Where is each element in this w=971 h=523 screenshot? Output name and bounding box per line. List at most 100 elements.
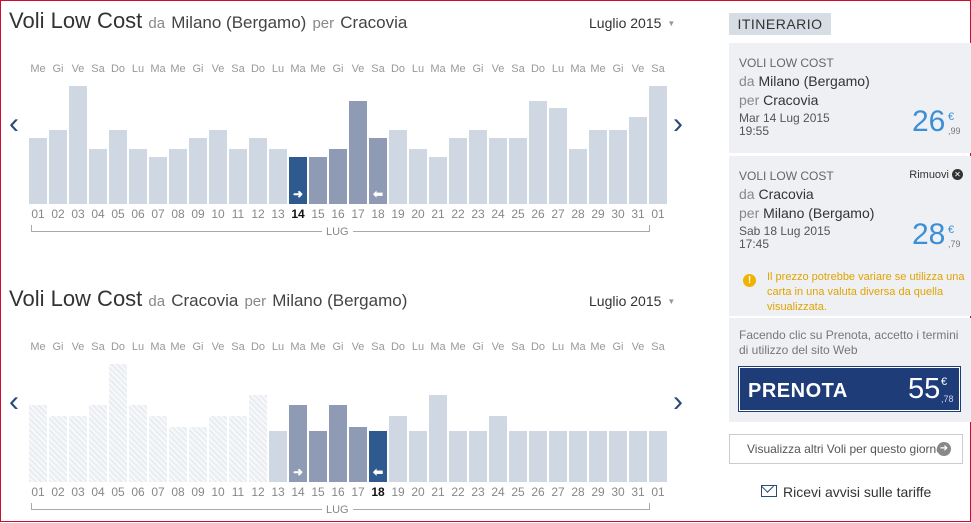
price-bar[interactable] — [469, 431, 487, 482]
price-bar[interactable] — [69, 416, 87, 482]
price-bar[interactable] — [589, 130, 607, 204]
price-bar[interactable] — [609, 130, 627, 204]
price-bar[interactable] — [349, 427, 367, 482]
price-bar[interactable] — [629, 431, 647, 482]
inbound-month-label: LUG — [322, 504, 353, 516]
price-bar[interactable] — [329, 149, 347, 204]
price-bar[interactable] — [249, 138, 267, 204]
price-bar[interactable] — [409, 149, 427, 204]
price-bar[interactable] — [89, 405, 107, 482]
price-bar[interactable] — [29, 138, 47, 204]
inbound-from: Cracovia — [171, 291, 239, 310]
price-bar[interactable] — [629, 117, 647, 204]
price-bar[interactable] — [149, 416, 167, 482]
price-bar[interactable] — [69, 86, 87, 204]
more-flights-button[interactable]: Visualizza altri Voli per questo giorno … — [729, 434, 963, 464]
price-bar[interactable] — [269, 431, 287, 482]
price-bar[interactable] — [529, 431, 547, 482]
price-bar[interactable] — [309, 157, 327, 204]
next-arrow-icon[interactable]: › — [673, 107, 683, 140]
day-label: Do — [530, 63, 546, 75]
day-label: Gi — [192, 341, 204, 353]
date-label: 26 — [531, 207, 545, 221]
price-bar[interactable] — [129, 149, 147, 204]
price-bar[interactable] — [589, 431, 607, 482]
price-bar[interactable] — [449, 431, 467, 482]
price-bar[interactable] — [569, 431, 587, 482]
outbound-month-select[interactable]: Luglio 2015 ▼ — [589, 15, 675, 31]
book-button[interactable]: PRENOTA 55 € ,78 — [738, 366, 961, 412]
day-label: Ma — [430, 341, 446, 353]
prev-arrow-icon[interactable]: ‹ — [9, 107, 19, 140]
price-bar[interactable] — [209, 130, 227, 204]
date-label: 03 — [71, 485, 85, 499]
prev-arrow-icon[interactable]: ‹ — [9, 385, 19, 418]
price-bar[interactable] — [269, 149, 287, 204]
price-bar[interactable] — [229, 416, 247, 482]
day-label: Sa — [371, 63, 385, 75]
price-bar[interactable] — [229, 149, 247, 204]
price-bar[interactable] — [609, 431, 627, 482]
price-bar[interactable]: ⬅ — [369, 138, 387, 204]
price-bar[interactable] — [649, 431, 667, 482]
day-label: Me — [30, 63, 46, 75]
day-label: Ma — [570, 63, 586, 75]
price-bar[interactable] — [169, 427, 187, 482]
price-bar[interactable] — [529, 101, 547, 204]
next-arrow-icon[interactable]: › — [673, 385, 683, 418]
price-bar[interactable] — [489, 416, 507, 482]
date-label: 25 — [511, 207, 525, 221]
price-bar[interactable] — [109, 364, 127, 482]
price-bar[interactable] — [489, 138, 507, 204]
price-bar[interactable] — [429, 395, 447, 482]
day-label: Me — [310, 63, 326, 75]
price-bar[interactable]: ➜ — [289, 405, 307, 482]
price-bar[interactable] — [309, 431, 327, 482]
price-bar[interactable] — [449, 138, 467, 204]
price-bar[interactable] — [509, 138, 527, 204]
close-icon: ✕ — [952, 169, 963, 180]
day-label: Do — [390, 341, 406, 353]
price-bar[interactable] — [49, 416, 67, 482]
fare-alerts-link[interactable]: Ricevi avvisi sulle tariffe — [761, 484, 931, 500]
inbound-month-select[interactable]: Luglio 2015 ▼ — [589, 293, 675, 309]
price-bar[interactable]: ⬅ ⬅ — [369, 431, 387, 482]
arrow-right-icon: ➜ — [937, 442, 951, 456]
chevron-down-icon: ▼ — [667, 297, 676, 306]
outbound-month-label: LUG — [322, 226, 353, 238]
price-bar[interactable] — [129, 405, 147, 482]
price-bar[interactable] — [189, 427, 207, 482]
price-bar[interactable] — [329, 405, 347, 482]
fare-alerts-label: Ricevi avvisi sulle tariffe — [783, 484, 932, 500]
price-bar[interactable] — [89, 149, 107, 204]
price-bar[interactable] — [249, 395, 267, 482]
price-bar[interactable] — [389, 130, 407, 204]
remove-button[interactable]: Rimuovi ✕ — [909, 169, 963, 181]
price-bar[interactable] — [349, 101, 367, 204]
day-label: Sa — [511, 341, 525, 353]
price-bar[interactable] — [189, 138, 207, 204]
price-bar[interactable] — [649, 86, 667, 204]
chevron-down-icon: ▼ — [667, 19, 676, 28]
price-bar[interactable] — [169, 149, 187, 204]
price-bar[interactable] — [389, 416, 407, 482]
price-bar[interactable] — [409, 431, 427, 482]
price-bar[interactable] — [149, 157, 167, 204]
date-label: 16 — [331, 207, 345, 221]
price-bar[interactable]: ➜ — [289, 157, 307, 204]
price-bar[interactable] — [549, 431, 567, 482]
date-label: 21 — [431, 485, 445, 499]
price-bar[interactable] — [509, 431, 527, 482]
price-bar[interactable] — [49, 130, 67, 204]
price-bar[interactable] — [209, 416, 227, 482]
day-label: Do — [250, 341, 266, 353]
price-bar[interactable] — [569, 149, 587, 204]
price-bar[interactable] — [109, 130, 127, 204]
price-bar[interactable] — [549, 108, 567, 204]
price-bar[interactable] — [469, 130, 487, 204]
price-bar[interactable] — [29, 405, 47, 482]
date-label: 13 — [271, 207, 285, 221]
day-label: Gi — [612, 63, 624, 75]
day-label: Lu — [551, 341, 565, 353]
price-bar[interactable] — [429, 157, 447, 204]
